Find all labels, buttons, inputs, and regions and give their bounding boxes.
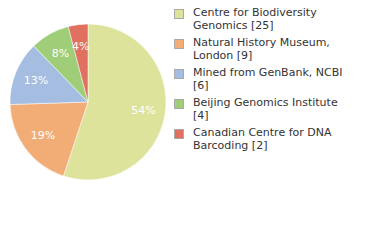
svg-text:54%: 54% [131, 104, 155, 117]
html-text:Natural History Museum, London: Natural History Museum, London [9] [193, 36, 330, 62]
html-text:Centre for Biodiversity Genomi: Centre for Biodiversity Genomics [25] [193, 6, 317, 32]
svg-text:19%: 19% [31, 129, 55, 142]
html-text:Beijing Genomics Institute [4]: Beijing Genomics Institute [4] [193, 96, 338, 122]
svg-text:13%: 13% [24, 74, 48, 87]
html-text:Canadian Centre for DNA Barcod: Canadian Centre for DNA Barcoding [2] [193, 126, 332, 152]
svg-text:8%: 8% [52, 47, 69, 60]
svg-text:4%: 4% [72, 40, 89, 53]
html-text:Mined from GenBank, NCBI [6]: Mined from GenBank, NCBI [6] [193, 66, 343, 92]
